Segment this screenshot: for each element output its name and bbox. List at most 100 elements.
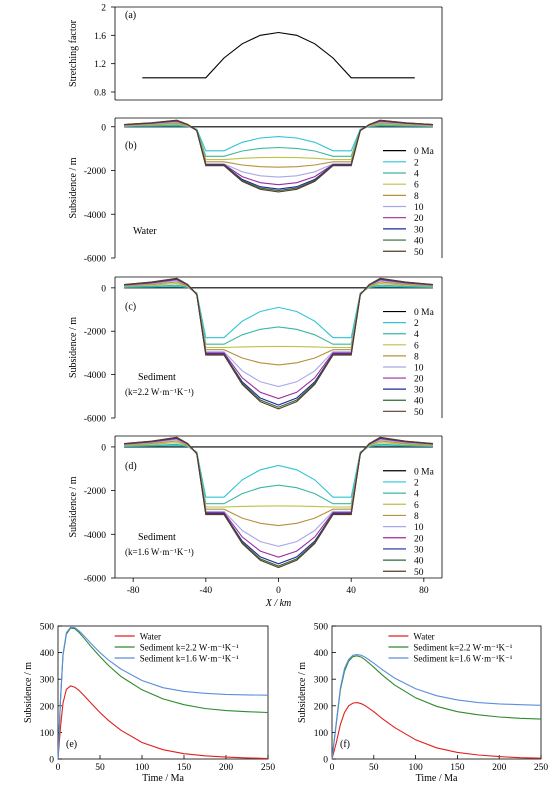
y-tick-label: 1.6 xyxy=(94,32,106,42)
y-tick-label: 2 xyxy=(101,4,106,14)
y-tick-label: 500 xyxy=(40,623,55,633)
x-axis-label: Time / Ma xyxy=(416,773,458,784)
legend-label: Sediment k=2.2 W·m⁻¹K⁻¹ xyxy=(140,643,239,653)
x-tick-label: 80 xyxy=(419,586,429,596)
profile-line xyxy=(124,119,433,192)
panel-f: 0 100 200 300 400 500 0 50 100 150 200 250 Time / Ma… xyxy=(297,623,548,785)
y-tick-label: 0 xyxy=(49,756,54,766)
profile-line xyxy=(124,281,433,366)
y-tick-label: -4000 xyxy=(84,531,106,541)
x-tick-label: 50 xyxy=(95,763,105,773)
legend-label: 20 xyxy=(414,375,424,385)
y-tick-label: -6000 xyxy=(84,415,106,425)
legend-label: 40 xyxy=(414,557,424,567)
profile-line xyxy=(124,442,433,508)
y-axis-label: Stretching factor xyxy=(68,19,79,87)
y-tick-label: -6000 xyxy=(84,575,106,585)
legend-label: Sediment k=1.6 W·m⁻¹K⁻¹ xyxy=(413,654,512,664)
y-tick-label: 0 xyxy=(323,756,328,766)
legend-label: 10 xyxy=(414,363,424,373)
y-axis-label: Subsidence / m xyxy=(297,662,308,723)
x-tick-label: 0 xyxy=(56,763,61,773)
x-tick-label: 200 xyxy=(219,763,234,773)
y-axis-label: Subsidence / m xyxy=(68,476,79,537)
annotation-text: Sediment xyxy=(138,372,176,383)
profile-line xyxy=(124,123,433,161)
time-series-line xyxy=(57,626,269,760)
time-series-line xyxy=(331,702,542,760)
profile-line xyxy=(124,122,433,168)
y-tick-label: 200 xyxy=(314,702,329,712)
legend-label: 6 xyxy=(414,341,419,351)
legend-label: Water xyxy=(140,632,161,642)
y-tick-label: 300 xyxy=(314,676,329,686)
stretching-factor-line xyxy=(142,31,415,79)
legend-label: 0 Ma xyxy=(414,467,435,477)
legend-label: 8 xyxy=(414,192,419,202)
legend-label: 8 xyxy=(414,512,419,522)
y-tick-label: 400 xyxy=(40,649,55,659)
panel-c: 0 -2000 -4000 -6000 Subsidence / m (c) 0 Ma246… xyxy=(68,276,443,425)
y-axis-label: Subsidence / m xyxy=(68,157,79,218)
profile-line xyxy=(124,119,433,193)
x-axis-label: X / km xyxy=(265,598,292,609)
y-tick-label: -2000 xyxy=(84,167,106,177)
legend-label: 4 xyxy=(414,169,419,179)
profile-line xyxy=(124,445,433,498)
legend-label: 30 xyxy=(414,545,424,555)
x-tick-label: 0 xyxy=(330,763,335,773)
panel-label: (f) xyxy=(340,739,350,750)
legend-label: 50 xyxy=(414,248,424,258)
y-tick-label: -4000 xyxy=(84,211,106,221)
y-tick-label: 300 xyxy=(40,676,55,686)
time-series-line xyxy=(331,653,542,760)
legend-label: 10 xyxy=(414,203,424,213)
x-tick-label: 150 xyxy=(177,763,192,773)
profile-line xyxy=(124,124,433,157)
y-tick-label: -6000 xyxy=(84,255,106,265)
legend-label: 2 xyxy=(414,158,419,168)
legend-label: Water xyxy=(413,632,434,642)
y-tick-label: -2000 xyxy=(84,328,106,338)
y-tick-label: 500 xyxy=(314,623,329,633)
profile-line xyxy=(124,437,433,565)
y-tick-label: -4000 xyxy=(84,371,106,381)
profile-line xyxy=(124,120,433,190)
legend-label: 2 xyxy=(414,319,419,329)
y-tick-label: 0 xyxy=(101,123,106,133)
profile-line xyxy=(124,284,433,345)
annotation-text: Water xyxy=(133,226,157,237)
y-tick-label: 0 xyxy=(101,443,106,453)
legend-label: Sediment k=1.6 W·m⁻¹K⁻¹ xyxy=(140,654,239,664)
legend-label: 40 xyxy=(414,237,424,247)
legend-label: 40 xyxy=(414,397,424,407)
legend-label: 4 xyxy=(414,490,419,500)
x-tick-label: 0 xyxy=(276,586,281,596)
y-tick-label: 0.8 xyxy=(94,89,106,99)
panel-label: (d) xyxy=(125,461,137,472)
panel-e: 0 100 200 300 400 500 0 50 100 150 200 250 Time / Ma… xyxy=(23,623,275,785)
panel-label: (e) xyxy=(66,739,77,750)
profile-line xyxy=(124,277,433,410)
legend-label: 50 xyxy=(414,408,424,418)
profile-line xyxy=(124,440,433,527)
x-tick-label: 200 xyxy=(492,763,507,773)
legend-label: 0 Ma xyxy=(414,147,435,157)
y-tick-label: 400 xyxy=(314,649,329,659)
plot-frame xyxy=(331,625,542,760)
profile-line xyxy=(124,443,433,505)
legend-label: 20 xyxy=(414,534,424,544)
legend-label: 20 xyxy=(414,214,424,224)
panel-a: 0.8 1.2 1.6 2 Stretching factor (a) xyxy=(68,4,443,101)
y-tick-label: 100 xyxy=(314,729,329,739)
legend-label: 8 xyxy=(414,352,419,362)
profile-line xyxy=(124,120,433,186)
x-tick-label: -80 xyxy=(127,586,140,596)
time-series-line xyxy=(331,655,542,760)
x-axis-label: Time / Ma xyxy=(142,773,184,784)
plot-frame xyxy=(57,625,269,760)
x-tick-label: 100 xyxy=(135,763,150,773)
y-tick-label: 0 xyxy=(101,284,106,294)
panel-label: (c) xyxy=(125,302,136,313)
